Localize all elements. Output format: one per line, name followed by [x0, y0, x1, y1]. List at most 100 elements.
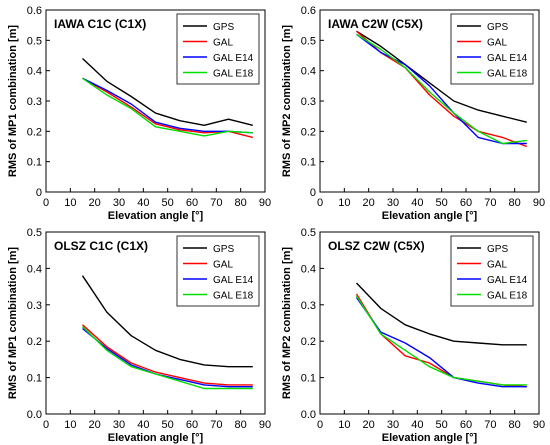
y-tick-label: 0.3 [301, 300, 316, 312]
chart-panel-1: 0 10 20 30 40 50 60 70 80 90 0 0.1 0.2 0.3 0.4 0.5 0.6 El… [7, 5, 271, 222]
series-line-gal-e14 [82, 327, 253, 388]
y-tick-label: 0.3 [27, 96, 42, 108]
series-line-gps [82, 57, 253, 127]
y-tick-label: 0.4 [301, 263, 316, 275]
series-line-gps [355, 282, 527, 346]
x-tick-label: 70 [484, 419, 496, 431]
y-tick-label: 0.0 [301, 409, 316, 421]
y-axis-label: RMS of MP1 combination [m] [7, 25, 19, 178]
x-tick-label: 50 [162, 197, 174, 209]
y-tick-label: 0.5 [27, 35, 42, 47]
legend-label: GAL [487, 260, 507, 271]
series-line-gal-e18 [82, 77, 253, 137]
x-tick-label: 50 [436, 419, 448, 431]
series-line-gps [356, 30, 527, 123]
legend-label: GAL E14 [487, 275, 528, 286]
x-axis-label: Elevation angle [°] [108, 432, 204, 444]
legend-label: GAL [213, 38, 233, 49]
x-tick-label: 90 [259, 197, 271, 209]
x-tick-label: 80 [235, 197, 247, 209]
y-tick-label: 0.5 [27, 227, 42, 239]
x-tick-label: 30 [387, 419, 399, 431]
x-tick-label: 0 [43, 419, 49, 431]
legend-label: GPS [213, 244, 234, 255]
legend-label: GAL E18 [213, 291, 254, 302]
x-tick-label: 70 [484, 197, 496, 209]
y-axis-label: RMS of MP2 combination [m] [281, 247, 293, 400]
x-tick-label: 10 [338, 197, 350, 209]
x-tick-label: 10 [338, 419, 350, 431]
x-tick-label: 60 [186, 197, 198, 209]
y-tick-label: 0.2 [301, 126, 316, 138]
plot-frame [45, 231, 266, 415]
x-tick-label: 0 [317, 197, 323, 209]
x-tick-label: 60 [460, 419, 472, 431]
x-axis-label: Elevation angle [°] [108, 210, 204, 222]
legend-label: GAL [213, 260, 233, 271]
x-tick-label: 30 [113, 419, 125, 431]
x-tick-label: 0 [43, 197, 49, 209]
series-line-gps [81, 275, 253, 368]
legend-label: GPS [487, 22, 508, 33]
y-axis-label: RMS of MP2 combination [m] [281, 25, 293, 178]
legend-label: GAL E14 [213, 275, 254, 286]
y-tick-label: 0.4 [27, 66, 42, 78]
x-tick-label: 80 [509, 419, 521, 431]
x-tick-label: 0 [317, 419, 323, 431]
x-tick-label: 30 [387, 197, 399, 209]
series-line-gal-e14 [82, 77, 253, 134]
chart-panel-2: 0 10 20 30 40 50 60 70 80 90 0 0.1 0.2 0.3 0.4 0.5 0.6 El… [281, 5, 545, 222]
y-tick-label: 0.2 [27, 126, 42, 138]
y-tick-label: 0.3 [27, 300, 42, 312]
y-tick-label: 0.2 [27, 336, 42, 348]
panel-title: IAWA C2W (C5X) [328, 17, 423, 31]
x-tick-label: 60 [186, 419, 198, 431]
x-tick-label: 40 [411, 419, 423, 431]
x-tick-label: 90 [259, 419, 271, 431]
y-tick-label: 0.1 [301, 157, 316, 169]
x-tick-label: 20 [89, 419, 101, 431]
legend-label: GAL E18 [213, 69, 254, 80]
legend-label: GPS [487, 244, 508, 255]
y-tick-label: 0.0 [27, 409, 42, 421]
legend-label: GAL E18 [487, 69, 528, 80]
series-line-gal-e18 [355, 295, 527, 386]
x-tick-label: 60 [460, 197, 472, 209]
x-tick-label: 80 [235, 419, 247, 431]
x-tick-label: 40 [137, 197, 149, 209]
series-line-gal-e14 [355, 297, 527, 388]
y-tick-label: 0 [310, 187, 316, 199]
y-tick-label: 0.6 [301, 5, 316, 17]
y-tick-label: 0 [36, 187, 42, 199]
series-line-gal-e14 [356, 33, 527, 145]
series-line-gal-e18 [356, 33, 527, 145]
x-tick-label: 50 [162, 419, 174, 431]
x-tick-label: 90 [533, 419, 545, 431]
chart-panel-4: 0 10 20 30 40 50 60 70 80 90 0.0 0.1 0.2 0.3 0.4 0.5 Ele… [281, 227, 545, 444]
x-axis-label: Elevation angle [°] [382, 210, 478, 222]
y-tick-label: 0.3 [301, 96, 316, 108]
legend-label: GAL E14 [213, 53, 254, 64]
x-axis-label: Elevation angle [°] [382, 432, 478, 444]
y-tick-label: 0.4 [301, 66, 316, 78]
x-tick-label: 20 [363, 197, 375, 209]
x-tick-label: 40 [411, 197, 423, 209]
x-tick-label: 10 [64, 419, 76, 431]
x-tick-label: 50 [436, 197, 448, 209]
x-tick-label: 70 [210, 419, 222, 431]
panel-title: OLSZ C1C (C1X) [54, 239, 148, 253]
x-tick-label: 90 [533, 197, 545, 209]
y-axis-label: RMS of MP1 combination [m] [7, 247, 19, 400]
y-tick-label: 0.5 [301, 227, 316, 239]
x-tick-label: 20 [363, 419, 375, 431]
chart-panel-3: 0 10 20 30 40 50 60 70 80 90 0.0 0.1 0.2 0.3 0.4 0.5 Ele… [7, 227, 271, 444]
y-tick-label: 0.1 [27, 373, 42, 385]
x-tick-label: 40 [137, 419, 149, 431]
x-tick-label: 20 [89, 197, 101, 209]
y-tick-label: 0.4 [27, 263, 42, 275]
y-tick-label: 0.6 [27, 5, 42, 17]
legend-label: GAL [487, 38, 507, 49]
y-tick-label: 0.1 [301, 373, 316, 385]
x-tick-label: 30 [113, 197, 125, 209]
